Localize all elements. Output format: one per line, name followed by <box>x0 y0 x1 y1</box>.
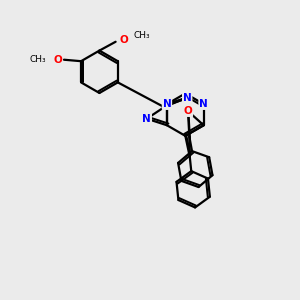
Text: O: O <box>53 55 62 65</box>
Text: N: N <box>199 99 208 109</box>
Text: N: N <box>163 99 171 109</box>
Text: CH₃: CH₃ <box>29 55 46 64</box>
Text: O: O <box>119 35 128 45</box>
Text: CH₃: CH₃ <box>134 31 151 40</box>
Text: O: O <box>184 106 192 116</box>
Text: N: N <box>163 99 171 109</box>
Text: N: N <box>199 99 208 109</box>
Text: N: N <box>142 114 151 124</box>
Text: N: N <box>183 92 191 103</box>
Text: N: N <box>142 114 151 124</box>
Text: O: O <box>184 106 192 116</box>
Text: N: N <box>183 92 191 103</box>
